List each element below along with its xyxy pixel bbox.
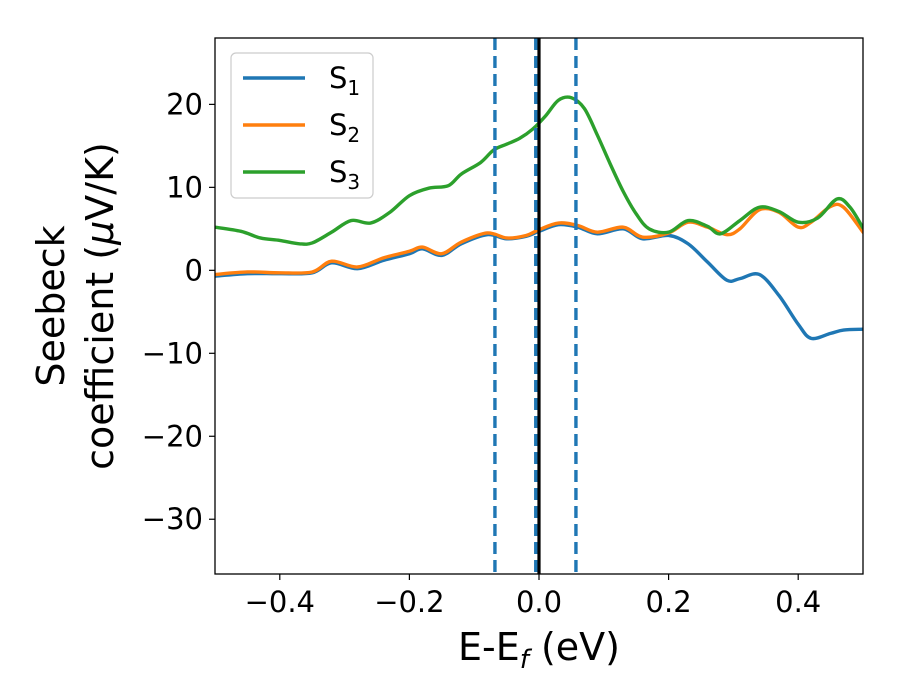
axes-frame: [214, 37, 864, 575]
y-axis-title-line2: coefficient (μV/K): [78, 142, 122, 470]
x-tick-label: −0.2: [374, 585, 444, 619]
x-tick-label: 0.4: [775, 585, 821, 619]
legend-label-s2: S2: [329, 108, 360, 147]
plot-area: [215, 38, 863, 574]
y-tick-label: −10: [142, 336, 203, 370]
legend-label-s3: S3: [329, 155, 360, 194]
y-tick-label: −30: [142, 502, 203, 536]
x-tick-label: −0.4: [245, 585, 315, 619]
y-tick-label: 0: [185, 253, 203, 287]
x-axis-title: E-Ef (eV): [458, 625, 620, 675]
y-tick-label: −20: [142, 419, 203, 453]
y-tick-label: 20: [166, 87, 203, 121]
legend-label-s1: S1: [329, 61, 360, 100]
x-tick-label: 0.2: [646, 585, 692, 619]
y-axis-title-line1: Seebeck: [29, 225, 73, 386]
legend: S1 S2 S3: [230, 52, 374, 199]
series-line-s3: [215, 95, 863, 246]
y-tick-label: 10: [166, 170, 203, 204]
ticks-layer: −0.4 −0.2 0.0 0.2 0.4 −30 −20 −10 0 10 20: [142, 87, 821, 619]
x-tick-label: 0.0: [516, 585, 562, 619]
